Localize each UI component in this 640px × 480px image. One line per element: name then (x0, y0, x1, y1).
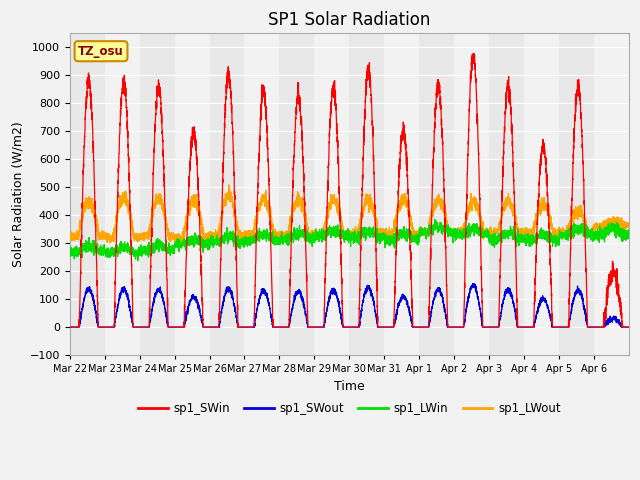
sp1_LWin (182, 247, 189, 253)
Bar (384, 34, 419, 355)
Text: TZ_osu: TZ_osu (78, 45, 124, 58)
sp1_LWin (625, 229, 633, 235)
sp1_SWin (531, 304, 538, 310)
Bar (175, 34, 209, 355)
sp1_LWout (66, 234, 74, 240)
sp1_SWout (370, 302, 378, 308)
sp1_SWin (182, 272, 189, 278)
Line: sp1_SWin: sp1_SWin (70, 53, 629, 327)
Bar (105, 34, 140, 355)
sp1_LWin (531, 239, 538, 245)
sp1_LWin (134, 258, 141, 264)
sp1_SWin (400, 122, 408, 128)
sp1_SWout (545, 307, 552, 312)
Line: sp1_LWin: sp1_LWin (70, 219, 629, 261)
sp1_LWin (400, 232, 408, 238)
sp1_SWin (66, 324, 74, 330)
Line: sp1_SWout: sp1_SWout (70, 284, 629, 327)
sp1_LWout (371, 212, 378, 218)
Bar (314, 34, 349, 355)
sp1_SWout (625, 324, 633, 330)
sp1_LWout (401, 194, 408, 200)
sp1_SWin (370, 169, 378, 175)
sp1_SWout (470, 281, 477, 287)
sp1_SWout (503, 290, 511, 296)
sp1_LWout (503, 196, 511, 202)
Title: SP1 Solar Radiation: SP1 Solar Radiation (268, 11, 431, 29)
Line: sp1_LWout: sp1_LWout (70, 185, 629, 243)
sp1_LWout (182, 228, 189, 234)
sp1_SWout (182, 317, 189, 323)
sp1_LWin (545, 231, 552, 237)
Bar (244, 34, 280, 355)
sp1_LWin (503, 233, 511, 239)
sp1_LWin (431, 216, 438, 222)
sp1_SWout (531, 324, 538, 330)
sp1_SWout (66, 324, 74, 330)
sp1_SWin (503, 85, 511, 91)
sp1_SWin (625, 324, 633, 330)
sp1_SWin (470, 50, 477, 56)
sp1_LWin (371, 231, 378, 237)
Legend: sp1_SWin, sp1_SWout, sp1_LWin, sp1_LWout: sp1_SWin, sp1_SWout, sp1_LWin, sp1_LWout (133, 397, 565, 420)
sp1_LWout (225, 182, 233, 188)
sp1_LWout (625, 223, 633, 229)
sp1_LWin (66, 247, 74, 253)
Y-axis label: Solar Radiation (W/m2): Solar Radiation (W/m2) (11, 121, 24, 267)
sp1_LWout (201, 240, 209, 246)
Bar (594, 34, 629, 355)
Bar (524, 34, 559, 355)
Bar (454, 34, 489, 355)
sp1_LWout (545, 213, 552, 219)
sp1_SWin (545, 212, 552, 217)
X-axis label: Time: Time (334, 380, 365, 393)
sp1_LWout (531, 225, 538, 230)
sp1_SWout (400, 294, 408, 300)
